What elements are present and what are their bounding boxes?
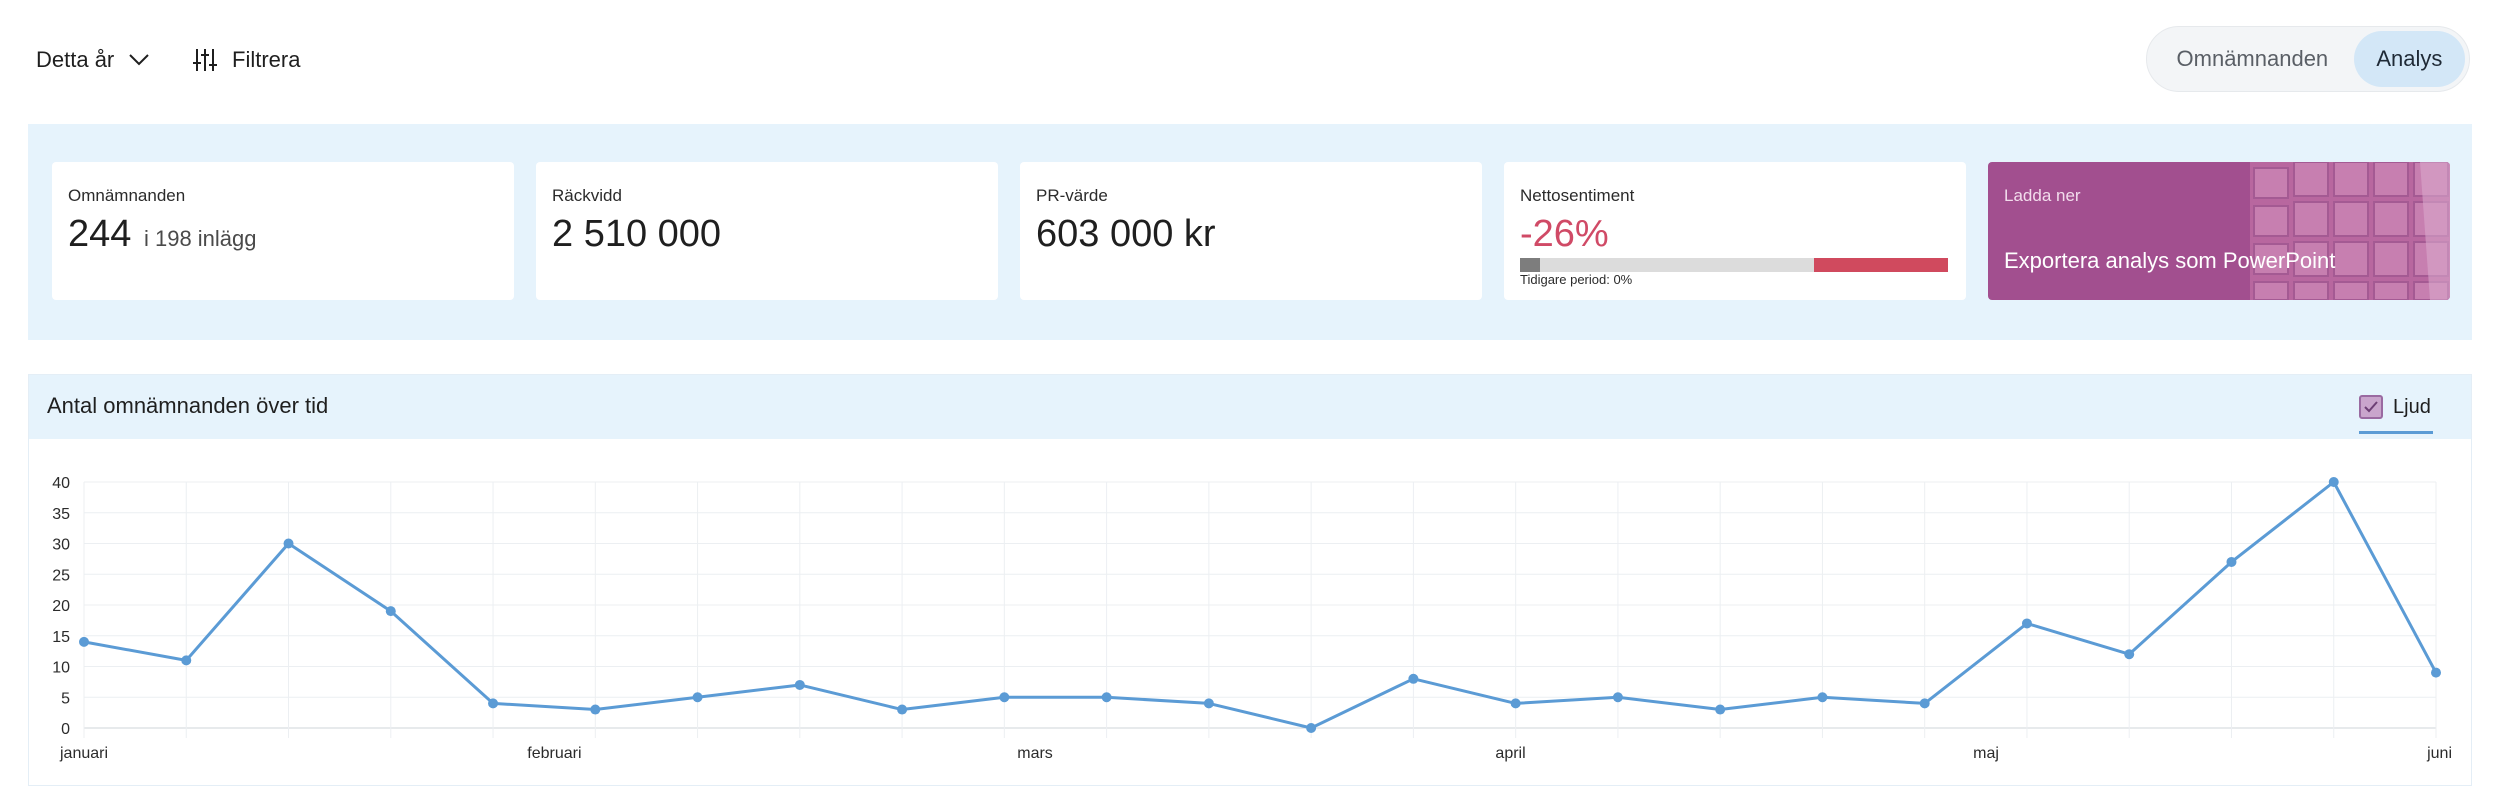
kpi-label: PR-värde	[1036, 186, 1108, 205]
panel-header: Antal omnämnanden över tid Ljud	[29, 375, 2471, 439]
tiles-decoration	[2250, 162, 2450, 300]
sliders-icon	[193, 49, 217, 71]
kpi-card-mentions: Omnämnanden 244 i 198 inlägg	[52, 162, 514, 300]
kpi-value: 603 000 kr	[1036, 213, 1216, 255]
kpi-value: -26%	[1520, 213, 1609, 255]
kpi-band: Omnämnanden 244 i 198 inlägg Räckvidd 2 …	[28, 124, 2472, 340]
filter-label: Filtrera	[232, 47, 301, 72]
mentions-posts: i 198 inlägg	[143, 226, 257, 251]
legend-toggle-ljud[interactable]: Ljud	[2359, 389, 2433, 434]
tab-analys[interactable]: Analys	[2353, 31, 2465, 87]
kpi-label: Nettosentiment	[1520, 186, 1635, 205]
checkbox-icon[interactable]	[2359, 395, 2383, 419]
kpi-value: 244 i 198 inlägg	[68, 212, 257, 258]
kpi-value: 2 510 000	[552, 213, 722, 255]
view-toggle: Omnämnanden Analys	[2146, 26, 2470, 92]
mentions-over-time-panel: Antal omnämnanden över tid Ljud	[28, 374, 2472, 786]
kpi-card-reach: Räckvidd 2 510 000	[536, 162, 998, 300]
sentiment-bar	[1520, 258, 1948, 272]
chevron-down-icon	[129, 54, 149, 66]
legend-label: Ljud	[2393, 395, 2431, 418]
sentiment-neutral-segment	[1520, 258, 1540, 272]
filter-button[interactable]: Filtrera	[192, 40, 300, 80]
previous-period-text: Tidigare period: 0%	[1520, 272, 1633, 287]
mentions-count: 244	[68, 213, 132, 255]
sentiment-negative-segment	[1814, 258, 1948, 272]
period-label: Detta år	[36, 47, 115, 72]
kpi-card-sentiment: Nettosentiment -26% Tidigare period: 0%	[1504, 162, 1966, 300]
period-dropdown[interactable]: Detta år	[36, 40, 150, 80]
top-bar: Detta år Filtrera Omnämnanden Analys	[0, 0, 2500, 120]
kpi-label: Räckvidd	[552, 186, 622, 205]
download-card[interactable]: Ladda ner Exportera analys som PowerPoin…	[1988, 162, 2450, 300]
kpi-card-pr-value: PR-värde 603 000 kr	[1020, 162, 1482, 300]
kpi-label: Omnämnanden	[68, 186, 186, 205]
panel-title: Antal omnämnanden över tid	[47, 393, 329, 418]
tab-omnamnanden[interactable]: Omnämnanden	[2176, 46, 2329, 71]
export-powerpoint-link[interactable]: Exportera analys som PowerPoint	[2004, 248, 2336, 273]
legend-underline	[2359, 431, 2433, 434]
download-label: Ladda ner	[2004, 186, 2081, 205]
